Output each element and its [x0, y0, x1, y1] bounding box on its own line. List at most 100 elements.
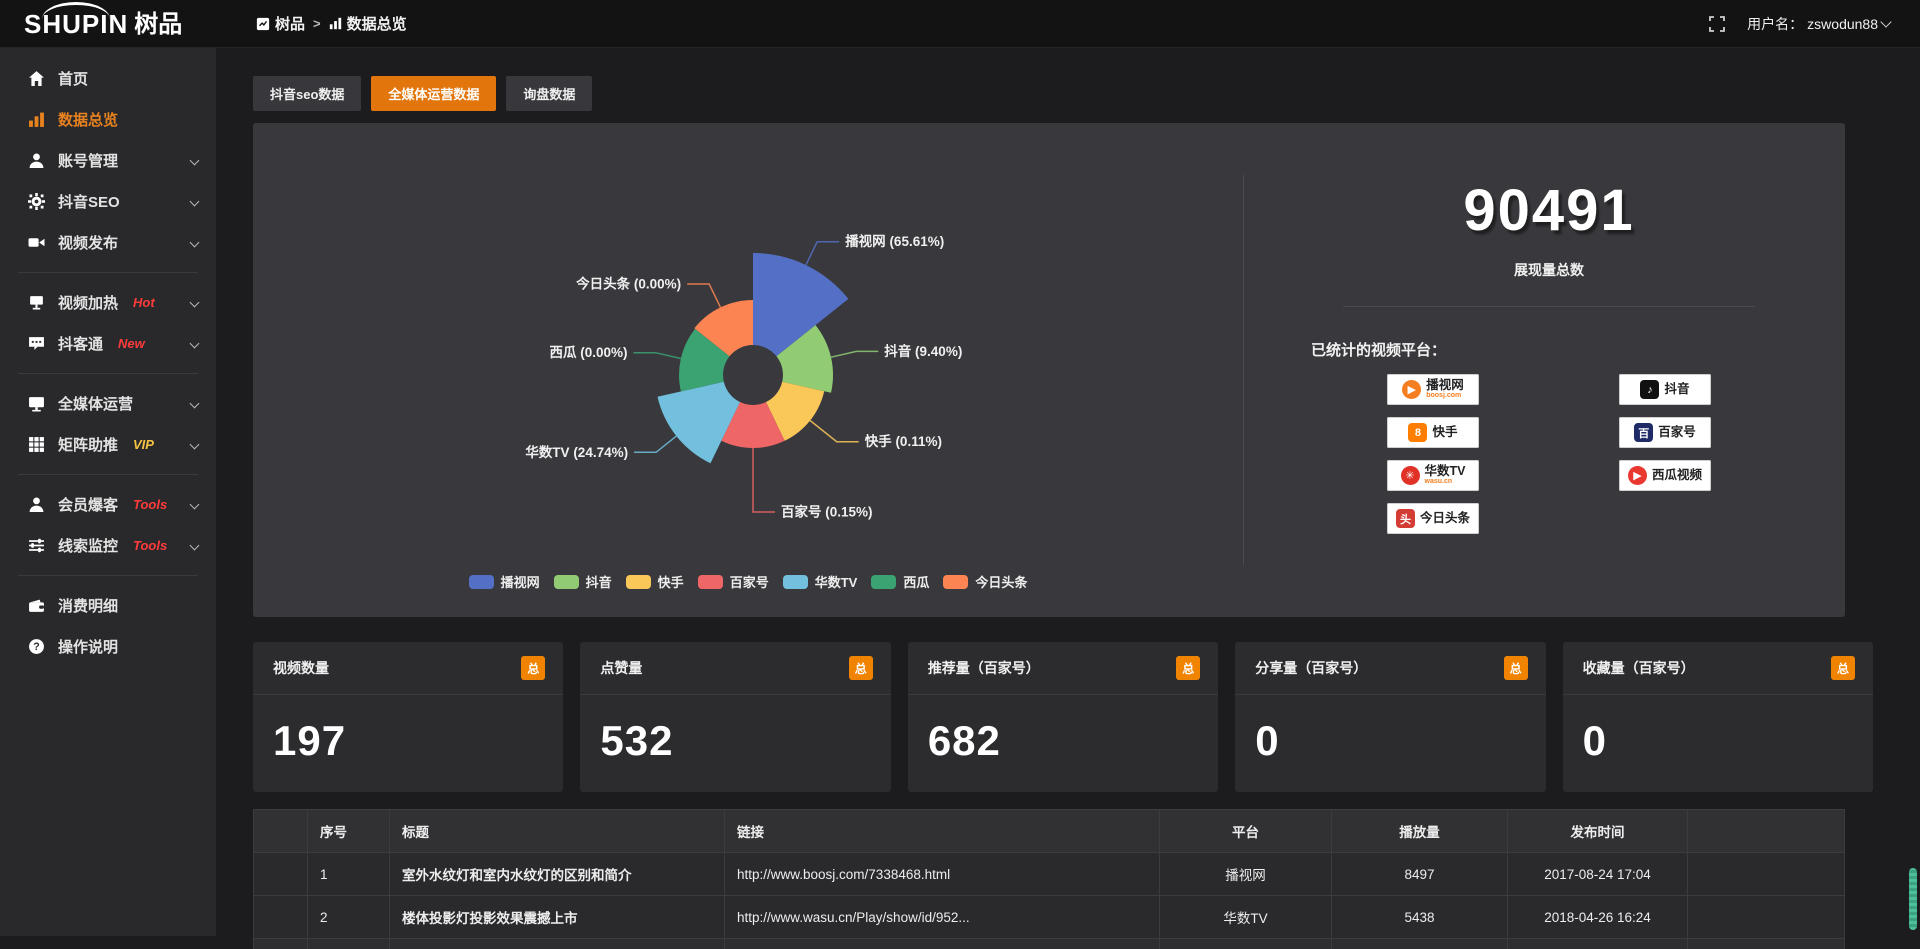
column-header-发布时间[interactable]: 发布时间 — [1507, 809, 1688, 853]
platform-badge-抖音[interactable]: ♪ 抖音 — [1619, 374, 1711, 405]
pie-slice-抖音[interactable] — [776, 325, 833, 393]
sidebar-item-抖音SEO[interactable]: 抖音SEO — [0, 181, 216, 222]
camera-icon — [28, 238, 45, 247]
pie-slice-华数TV[interactable] — [657, 381, 741, 464]
sidebar-item-label: 首页 — [58, 71, 89, 88]
sidebar-item-首页[interactable]: 首页 — [0, 58, 216, 99]
cell-title[interactable]: 楼体投影灯投影效果震撼上市 — [389, 895, 725, 939]
sidebar-item-全媒体运营[interactable]: 全媒体运营 — [0, 383, 216, 424]
sidebar-item-矩阵助推[interactable]: 矩阵助推 VIP — [0, 424, 216, 465]
stat-label: 分享量（百家号） — [1255, 660, 1368, 676]
total-badge[interactable]: 总 — [1831, 656, 1856, 680]
legend-item-播视网[interactable]: 播视网 — [468, 572, 540, 591]
column-header-标题[interactable]: 标题 — [389, 809, 725, 853]
column-header-链接[interactable]: 链接 — [724, 809, 1160, 853]
pie-slice-西瓜[interactable] — [679, 328, 730, 392]
breadcrumb-root[interactable]: 树品 — [256, 13, 305, 34]
pie-slice-今日头条[interactable] — [694, 300, 753, 357]
panel-divider — [1243, 175, 1244, 565]
home-icon — [29, 71, 44, 86]
pie-slice-百家号[interactable] — [721, 402, 785, 449]
platform-badge-播视网[interactable]: ▶ 播视网 boosj.com — [1387, 374, 1479, 405]
sidebar: 首页数据总览 账号管理 抖音SEO 视频发布视频加热 Hot 抖客通 New 全媒体运营 矩阵助… — [0, 48, 216, 936]
pie-label-line — [687, 283, 722, 308]
videos-table: 序号 标题 链接 平台 播放量 发布时间 1 室外水纹灯和室内水纹灯的区别和简介 http:/… — [253, 809, 1845, 949]
sidebar-divider — [18, 575, 198, 576]
pie-slice-播视网[interactable] — [753, 253, 849, 357]
sidebar-item-badge: Hot — [133, 295, 155, 310]
platform-badge-今日头条[interactable]: 头今日头条 — [1387, 503, 1479, 534]
pie-label-line — [634, 435, 677, 454]
table-row[interactable]: 2 楼体投影灯投影效果震撼上市 http://www.wasu.cn/Play/sh… — [253, 895, 1845, 939]
legend-label: 今日头条 — [975, 575, 1028, 590]
cell-title[interactable]: 室外水纹灯和室内水纹灯的区别和简介 — [389, 852, 725, 896]
column-header-序号[interactable]: 序号 — [307, 809, 390, 853]
logo-brand-text: SHUPIN — [24, 1, 129, 39]
stat-card-header: 点赞量 总 — [580, 642, 891, 695]
legend-item-华数TV[interactable]: 华数TV — [782, 572, 858, 591]
breadcrumb-separator: > — [313, 16, 321, 31]
username-label: 用户名： — [1747, 15, 1804, 32]
pie-slice-快手[interactable] — [766, 381, 825, 441]
platform-column: ▶ 播视网 boosj.com 8 快手 ✳ 华数TV wasu.cn 头今日头条 — [1387, 374, 1479, 534]
total-badge[interactable]: 总 — [848, 656, 873, 680]
table-row[interactable]: 1 室外水纹灯和室内水纹灯的区别和简介 http://www.boosj.com/7… — [253, 852, 1845, 896]
sidebar-item-线索监控[interactable]: 线索监控 Tools — [0, 525, 216, 566]
legend-item-百家号[interactable]: 百家号 — [697, 572, 769, 591]
cell-plays: 8497 — [1331, 852, 1508, 896]
legend-item-抖音[interactable]: 抖音 — [553, 572, 612, 591]
grid-icon — [29, 437, 44, 452]
sidebar-item-账号管理[interactable]: 账号管理 — [0, 140, 216, 181]
sidebar-item-视频发布[interactable]: 视频发布 — [0, 222, 216, 263]
platform-name: 华数TV wasu.cn — [1424, 464, 1466, 486]
column-header-平台[interactable]: 平台 — [1159, 809, 1332, 853]
sidebar-item-消费明细[interactable]: 消费明细 — [0, 585, 216, 626]
sidebar-item-会员爆客[interactable]: 会员爆客 Tools — [0, 484, 216, 525]
column-header-checkbox — [253, 809, 308, 853]
breadcrumb-current[interactable]: 数据总览 — [329, 13, 407, 34]
legend-label: 快手 — [657, 575, 684, 590]
legend-swatch — [943, 574, 969, 589]
bubble-icon — [29, 337, 44, 350]
legend-label: 百家号 — [729, 575, 769, 590]
pie-label-西瓜: 西瓜 (0.00%) — [549, 345, 627, 360]
fullscreen-icon[interactable] — [1709, 15, 1726, 32]
column-header-empty[interactable] — [1687, 809, 1845, 853]
rose-pie-chart: 播视网 (65.61%) 抖音 (9.40%) 快手 (0.11%) 百家号 (0.1… — [525, 233, 962, 519]
platform-badge-快手[interactable]: 8 快手 — [1387, 417, 1479, 448]
cell-link[interactable]: http://www.boosj.com/7338468.html — [724, 852, 1160, 896]
total-badge[interactable]: 总 — [1176, 656, 1201, 680]
tab-询盘数据[interactable]: 询盘数据 — [506, 76, 593, 111]
platform-badge-华数TV[interactable]: ✳ 华数TV wasu.cn — [1387, 460, 1479, 491]
legend-swatch — [782, 574, 808, 589]
stat-card-收藏量（百家号）: 收藏量（百家号） 总 0 — [1562, 642, 1874, 792]
sidebar-item-操作说明[interactable]: ? 操作说明 — [0, 626, 216, 667]
baijia-logo-icon: 百 — [1634, 423, 1654, 442]
chart-icon — [29, 112, 44, 127]
legend-item-西瓜[interactable]: 西瓜 — [871, 572, 929, 591]
legend-item-快手[interactable]: 快手 — [625, 572, 684, 591]
sidebar-item-抖客通[interactable]: 抖客通 New — [0, 323, 216, 364]
column-header-播放量[interactable]: 播放量 — [1331, 809, 1508, 853]
tab-全媒体运营数据[interactable]: 全媒体运营数据 — [371, 76, 497, 111]
total-badge[interactable]: 总 — [1503, 656, 1528, 680]
cell-platform: 播视网 — [1159, 852, 1332, 896]
platform-name: 今日头条 — [1419, 510, 1470, 525]
platform-badge-西瓜视频[interactable]: ▶ 西瓜视频 — [1619, 460, 1711, 491]
app-square-icon — [256, 17, 270, 30]
sidebar-item-视频加热[interactable]: 视频加热 Hot — [0, 282, 216, 323]
app-logo: SHUPIN 树品 — [0, 1, 216, 39]
sidebar-item-数据总览[interactable]: 数据总览 — [0, 99, 216, 140]
chevron-down-icon — [189, 499, 200, 510]
legend-label: 华数TV — [814, 575, 858, 590]
legend-label: 播视网 — [500, 575, 540, 590]
user-menu[interactable]: 用户名： zswodun88 — [1747, 14, 1892, 34]
legend-item-今日头条[interactable]: 今日头条 — [943, 572, 1027, 591]
cell-plays: 5438 — [1331, 895, 1508, 939]
cell-link[interactable]: http://www.wasu.cn/Play/show/id/952... — [724, 895, 1160, 939]
toutiao-logo-icon: 头 — [1395, 509, 1415, 528]
tab-抖音seo数据[interactable]: 抖音seo数据 — [253, 76, 362, 111]
platform-badge-百家号[interactable]: 百百家号 — [1619, 417, 1711, 448]
total-badge[interactable]: 总 — [521, 656, 546, 680]
scrollbar-thumb[interactable] — [1909, 868, 1917, 930]
